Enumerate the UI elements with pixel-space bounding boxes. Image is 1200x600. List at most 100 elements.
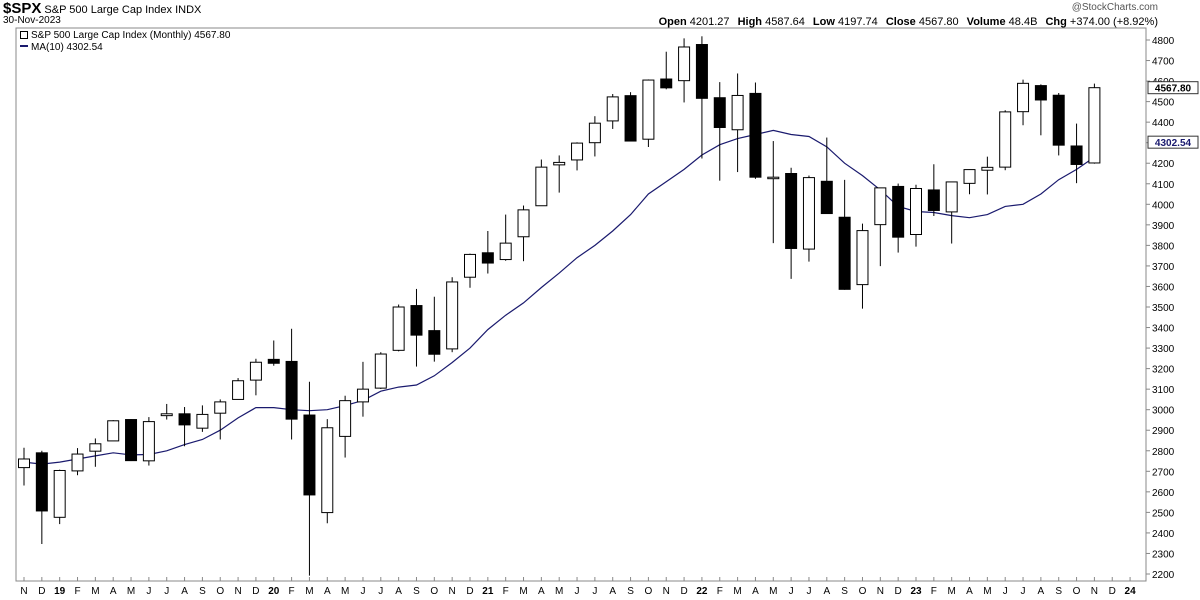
candle-body [749, 92, 762, 178]
candle-body [35, 452, 48, 512]
x-tick-label: 20 [268, 586, 280, 597]
y-tick-label: 3700 [1152, 262, 1175, 273]
candle [910, 184, 922, 247]
candle [749, 82, 762, 179]
y-tick-label: 3200 [1152, 365, 1175, 376]
candle-body [731, 94, 744, 131]
x-tick-label: 21 [482, 586, 494, 597]
y-tick-label: 2700 [1152, 467, 1175, 478]
x-tick-label: M [769, 586, 777, 597]
x-tick-label: O [430, 586, 438, 597]
candle [374, 352, 387, 389]
y-tick-label: 2800 [1152, 447, 1175, 458]
legend: S&P 500 Large Cap Index (Monthly) 4567.8… [20, 30, 230, 54]
candle-body [1088, 87, 1101, 164]
x-tick-label: J [1003, 586, 1008, 597]
ma-price-tag-box [1147, 135, 1199, 149]
candle-body [767, 176, 780, 180]
x-tick-label: A [538, 586, 545, 597]
x-tick-label: O [216, 586, 224, 597]
x-tick-label: A [324, 586, 331, 597]
x-tick-label: F [289, 586, 295, 597]
candle [945, 181, 958, 244]
last-price-tag: 4567.80 [1147, 81, 1199, 95]
candle [838, 179, 851, 290]
candle-body [713, 97, 726, 128]
volume-value: 48.4B [1008, 16, 1038, 28]
candle-body [963, 169, 976, 184]
y-tick-label: 3400 [1152, 324, 1175, 335]
close-label: Close [885, 16, 916, 28]
candle-body [89, 443, 102, 452]
candle [624, 92, 637, 142]
x-tick-label: N [877, 586, 884, 597]
candle [1052, 92, 1065, 156]
x-tick-label: M [983, 586, 991, 597]
high-value: 4587.64 [765, 16, 805, 28]
candle [428, 296, 441, 362]
candle-body [196, 413, 209, 429]
candle-body [428, 330, 441, 355]
candle [606, 94, 619, 129]
symbol-name: S&P 500 Large Cap Index [44, 4, 173, 16]
candle [713, 82, 726, 181]
candle [410, 288, 423, 367]
candle-body [499, 242, 512, 261]
chg-value: +374.00 (+8.92%) [1069, 16, 1158, 28]
x-tick-label: M [733, 586, 741, 597]
x-tick-label: D [680, 586, 687, 597]
candle [53, 469, 66, 525]
x-tick-label: J [146, 586, 151, 597]
candle-body [267, 358, 280, 364]
candle [517, 205, 530, 262]
candle-body [410, 305, 423, 336]
y-tick-label: 2400 [1152, 529, 1175, 540]
candle [285, 328, 298, 440]
candle [856, 223, 869, 309]
last-price-tag-text: 4567.80 [1155, 84, 1192, 95]
candle [963, 169, 976, 195]
x-tick-label: J [378, 586, 383, 597]
candle [196, 405, 209, 432]
candle-body [374, 353, 387, 389]
x-tick-label: N [234, 586, 241, 597]
candle-body [339, 400, 352, 437]
candle-body [446, 281, 459, 350]
x-tick-label: A [1038, 586, 1045, 597]
candle [999, 110, 1012, 171]
candle-body [303, 414, 316, 496]
y-tick-label: 2200 [1152, 570, 1175, 581]
candle [356, 361, 369, 417]
candle-body [392, 306, 405, 351]
x-tick-label: A [966, 586, 973, 597]
ma-price-tag: 4302.54 [1147, 135, 1199, 149]
symbol: $SPX [3, 0, 42, 17]
x-tick-label: 24 [1125, 586, 1137, 597]
candle-body [927, 189, 940, 211]
candle [802, 175, 815, 262]
candle-body [838, 216, 851, 290]
candle-body [1052, 94, 1065, 146]
y-tick-label: 4800 [1152, 36, 1175, 47]
candle [499, 214, 512, 261]
x-tick-label: M [127, 586, 135, 597]
x-tick-label: N [663, 586, 670, 597]
candle-body [785, 173, 798, 249]
candle [464, 253, 476, 288]
candle [892, 183, 905, 253]
candle-body [160, 413, 173, 417]
y-tick-label: 4100 [1152, 180, 1175, 191]
y-tick-label: 3100 [1152, 385, 1175, 396]
legend-price-label: S&P 500 Large Cap Index (Monthly) 4567.8… [31, 30, 231, 41]
x-tick-label: D [466, 586, 473, 597]
x-tick-label: 19 [54, 586, 66, 597]
candle [767, 141, 780, 244]
chart-date: 30-Nov-2023 [3, 15, 61, 26]
x-tick-label: J [789, 586, 794, 597]
y-axis: 2200 2300 2400 2500 2600 2700 2800 2900 3000 3100… [1146, 36, 1199, 581]
x-tick-label: A [181, 586, 188, 597]
x-tick-label: D [895, 586, 902, 597]
candle-body [802, 177, 815, 250]
x-tick-label: D [38, 586, 45, 597]
